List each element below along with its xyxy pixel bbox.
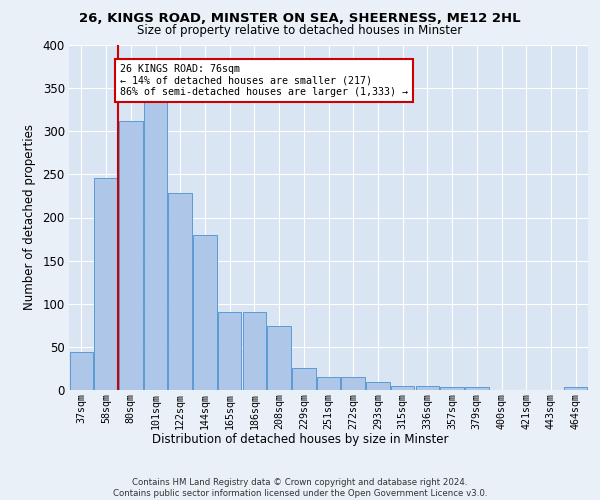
- Bar: [94, 178, 118, 390]
- Text: Contains HM Land Registry data © Crown copyright and database right 2024.
Contai: Contains HM Land Registry data © Crown c…: [113, 478, 487, 498]
- Bar: [391, 386, 415, 390]
- Y-axis label: Number of detached properties: Number of detached properties: [23, 124, 35, 310]
- Bar: [242, 312, 266, 390]
- Bar: [292, 368, 316, 390]
- Text: 26 KINGS ROAD: 76sqm
← 14% of detached houses are smaller (217)
86% of semi-deta: 26 KINGS ROAD: 76sqm ← 14% of detached h…: [119, 64, 407, 97]
- Text: Size of property relative to detached houses in Minster: Size of property relative to detached ho…: [137, 24, 463, 37]
- Bar: [193, 235, 217, 390]
- Bar: [144, 101, 167, 390]
- Text: 26, KINGS ROAD, MINSTER ON SEA, SHEERNESS, ME12 2HL: 26, KINGS ROAD, MINSTER ON SEA, SHEERNES…: [79, 12, 521, 26]
- Bar: [564, 386, 587, 390]
- Bar: [169, 194, 192, 390]
- Bar: [366, 382, 389, 390]
- Bar: [317, 377, 340, 390]
- Bar: [440, 386, 464, 390]
- Bar: [341, 377, 365, 390]
- Bar: [119, 121, 143, 390]
- Text: Distribution of detached houses by size in Minster: Distribution of detached houses by size …: [152, 432, 448, 446]
- Bar: [465, 386, 488, 390]
- Bar: [268, 326, 291, 390]
- Bar: [70, 352, 93, 390]
- Bar: [416, 386, 439, 390]
- Bar: [218, 312, 241, 390]
